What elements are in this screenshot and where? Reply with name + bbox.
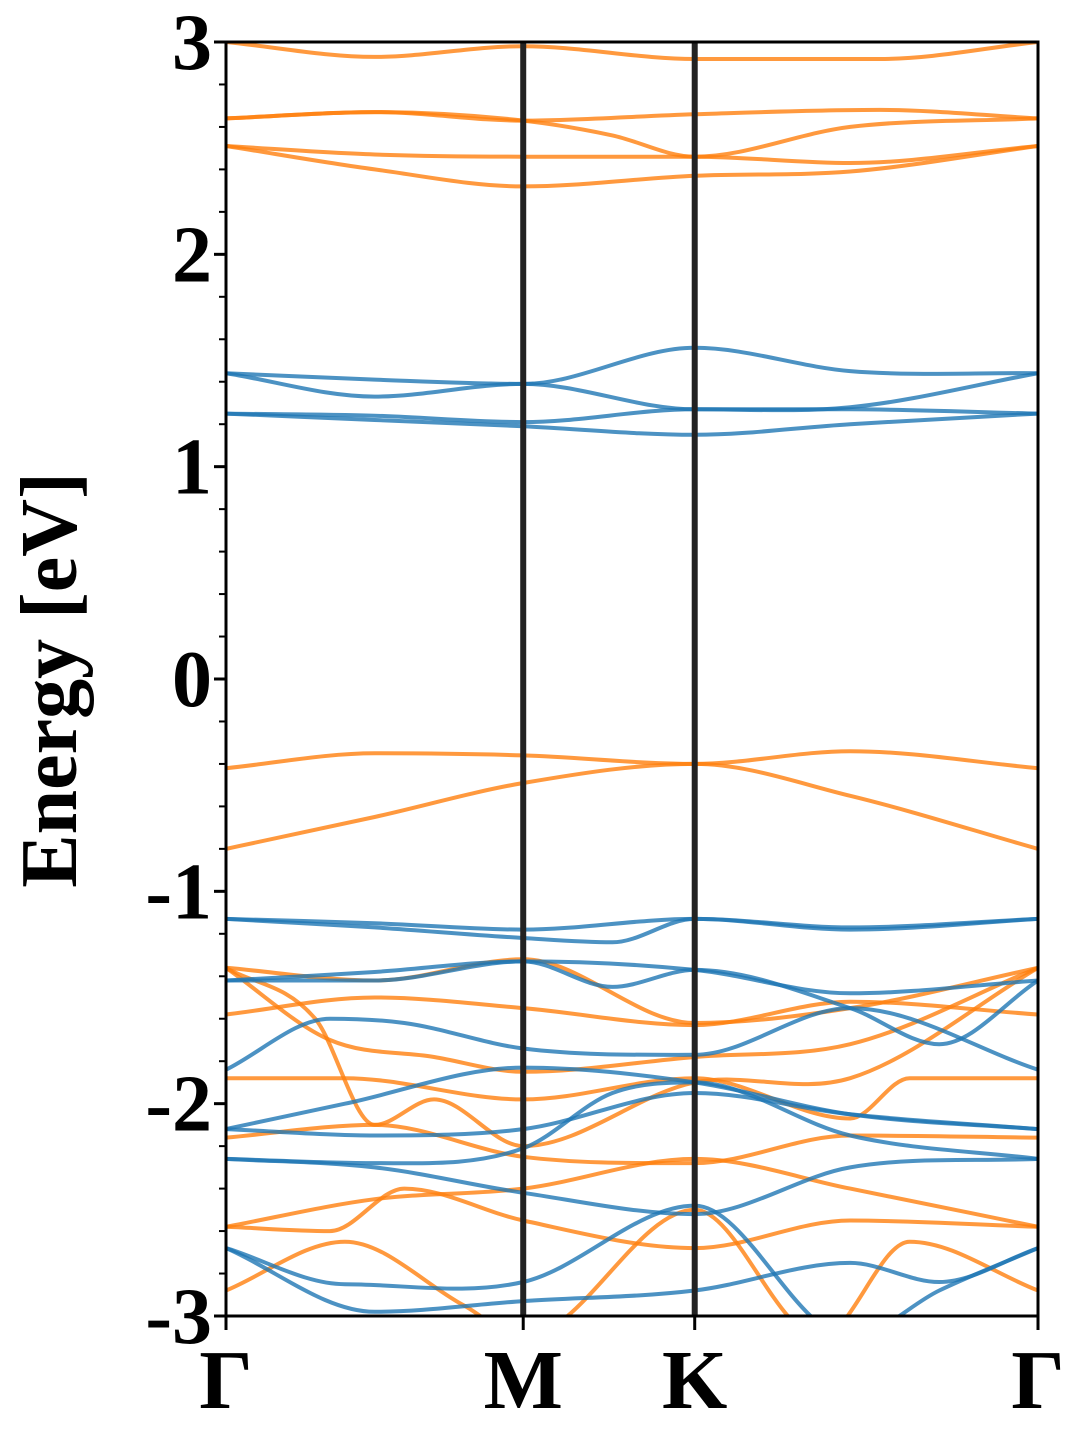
band-line-group1-6 [226, 959, 1038, 996]
band-line-group1-5 [226, 916, 1038, 945]
band-line-group0-15 [226, 1207, 1038, 1316]
x-tick-label: Γ [199, 1334, 252, 1427]
y-tick-label: 2 [172, 211, 212, 299]
band-line-group1-14 [226, 1246, 1038, 1314]
band-line-group1-8 [226, 1006, 1038, 1072]
band-line-group1-3 [226, 411, 1038, 437]
x-tick-label: M [484, 1334, 563, 1427]
band-line-group0-10 [226, 1076, 1038, 1121]
band-line-group0-13 [226, 1156, 1038, 1229]
x-tick-label: K [662, 1334, 727, 1427]
band-line-group1-0 [226, 345, 1038, 386]
high-symmetry-lines [520, 42, 698, 1316]
y-axis-ticks: -3 -2 -1 0 1 2 3 [145, 0, 226, 1361]
x-tick-label: Γ [1011, 1334, 1064, 1427]
band-line-group1-4 [226, 916, 1038, 932]
band-line-group1-2 [226, 407, 1038, 425]
band-line-group0-11 [226, 966, 1038, 1149]
band-line-group1-11 [226, 1080, 1038, 1166]
band-line-group1-7 [226, 959, 1038, 1047]
band-line-group1-12 [226, 1156, 1038, 1217]
y-tick-label: 1 [172, 424, 212, 512]
band-line-group1-1 [226, 371, 1038, 413]
band-line-group0-0 [226, 42, 1038, 62]
y-tick-label: -2 [145, 1061, 212, 1149]
band-line-group0-6 [226, 761, 1038, 851]
y-tick-label: -1 [145, 848, 212, 936]
bands-layer [226, 42, 1038, 1316]
band-line-group0-5 [226, 749, 1038, 771]
band-line-group1-10 [226, 1091, 1038, 1138]
y-tick-label: -3 [145, 1273, 212, 1361]
band-line-group0-3 [226, 144, 1038, 165]
band-line-group0-8 [226, 995, 1038, 1028]
y-tick-label: 0 [172, 636, 212, 724]
band-line-group1-13 [226, 1203, 1038, 1316]
band-line-group0-14 [226, 1186, 1038, 1251]
band-line-group0-12 [226, 1122, 1038, 1166]
y-tick-label: 3 [172, 0, 212, 87]
band-line-group0-2 [226, 110, 1038, 159]
band-line-group0-4 [226, 144, 1038, 189]
y-axis-title: Energy [eV] [6, 472, 94, 887]
